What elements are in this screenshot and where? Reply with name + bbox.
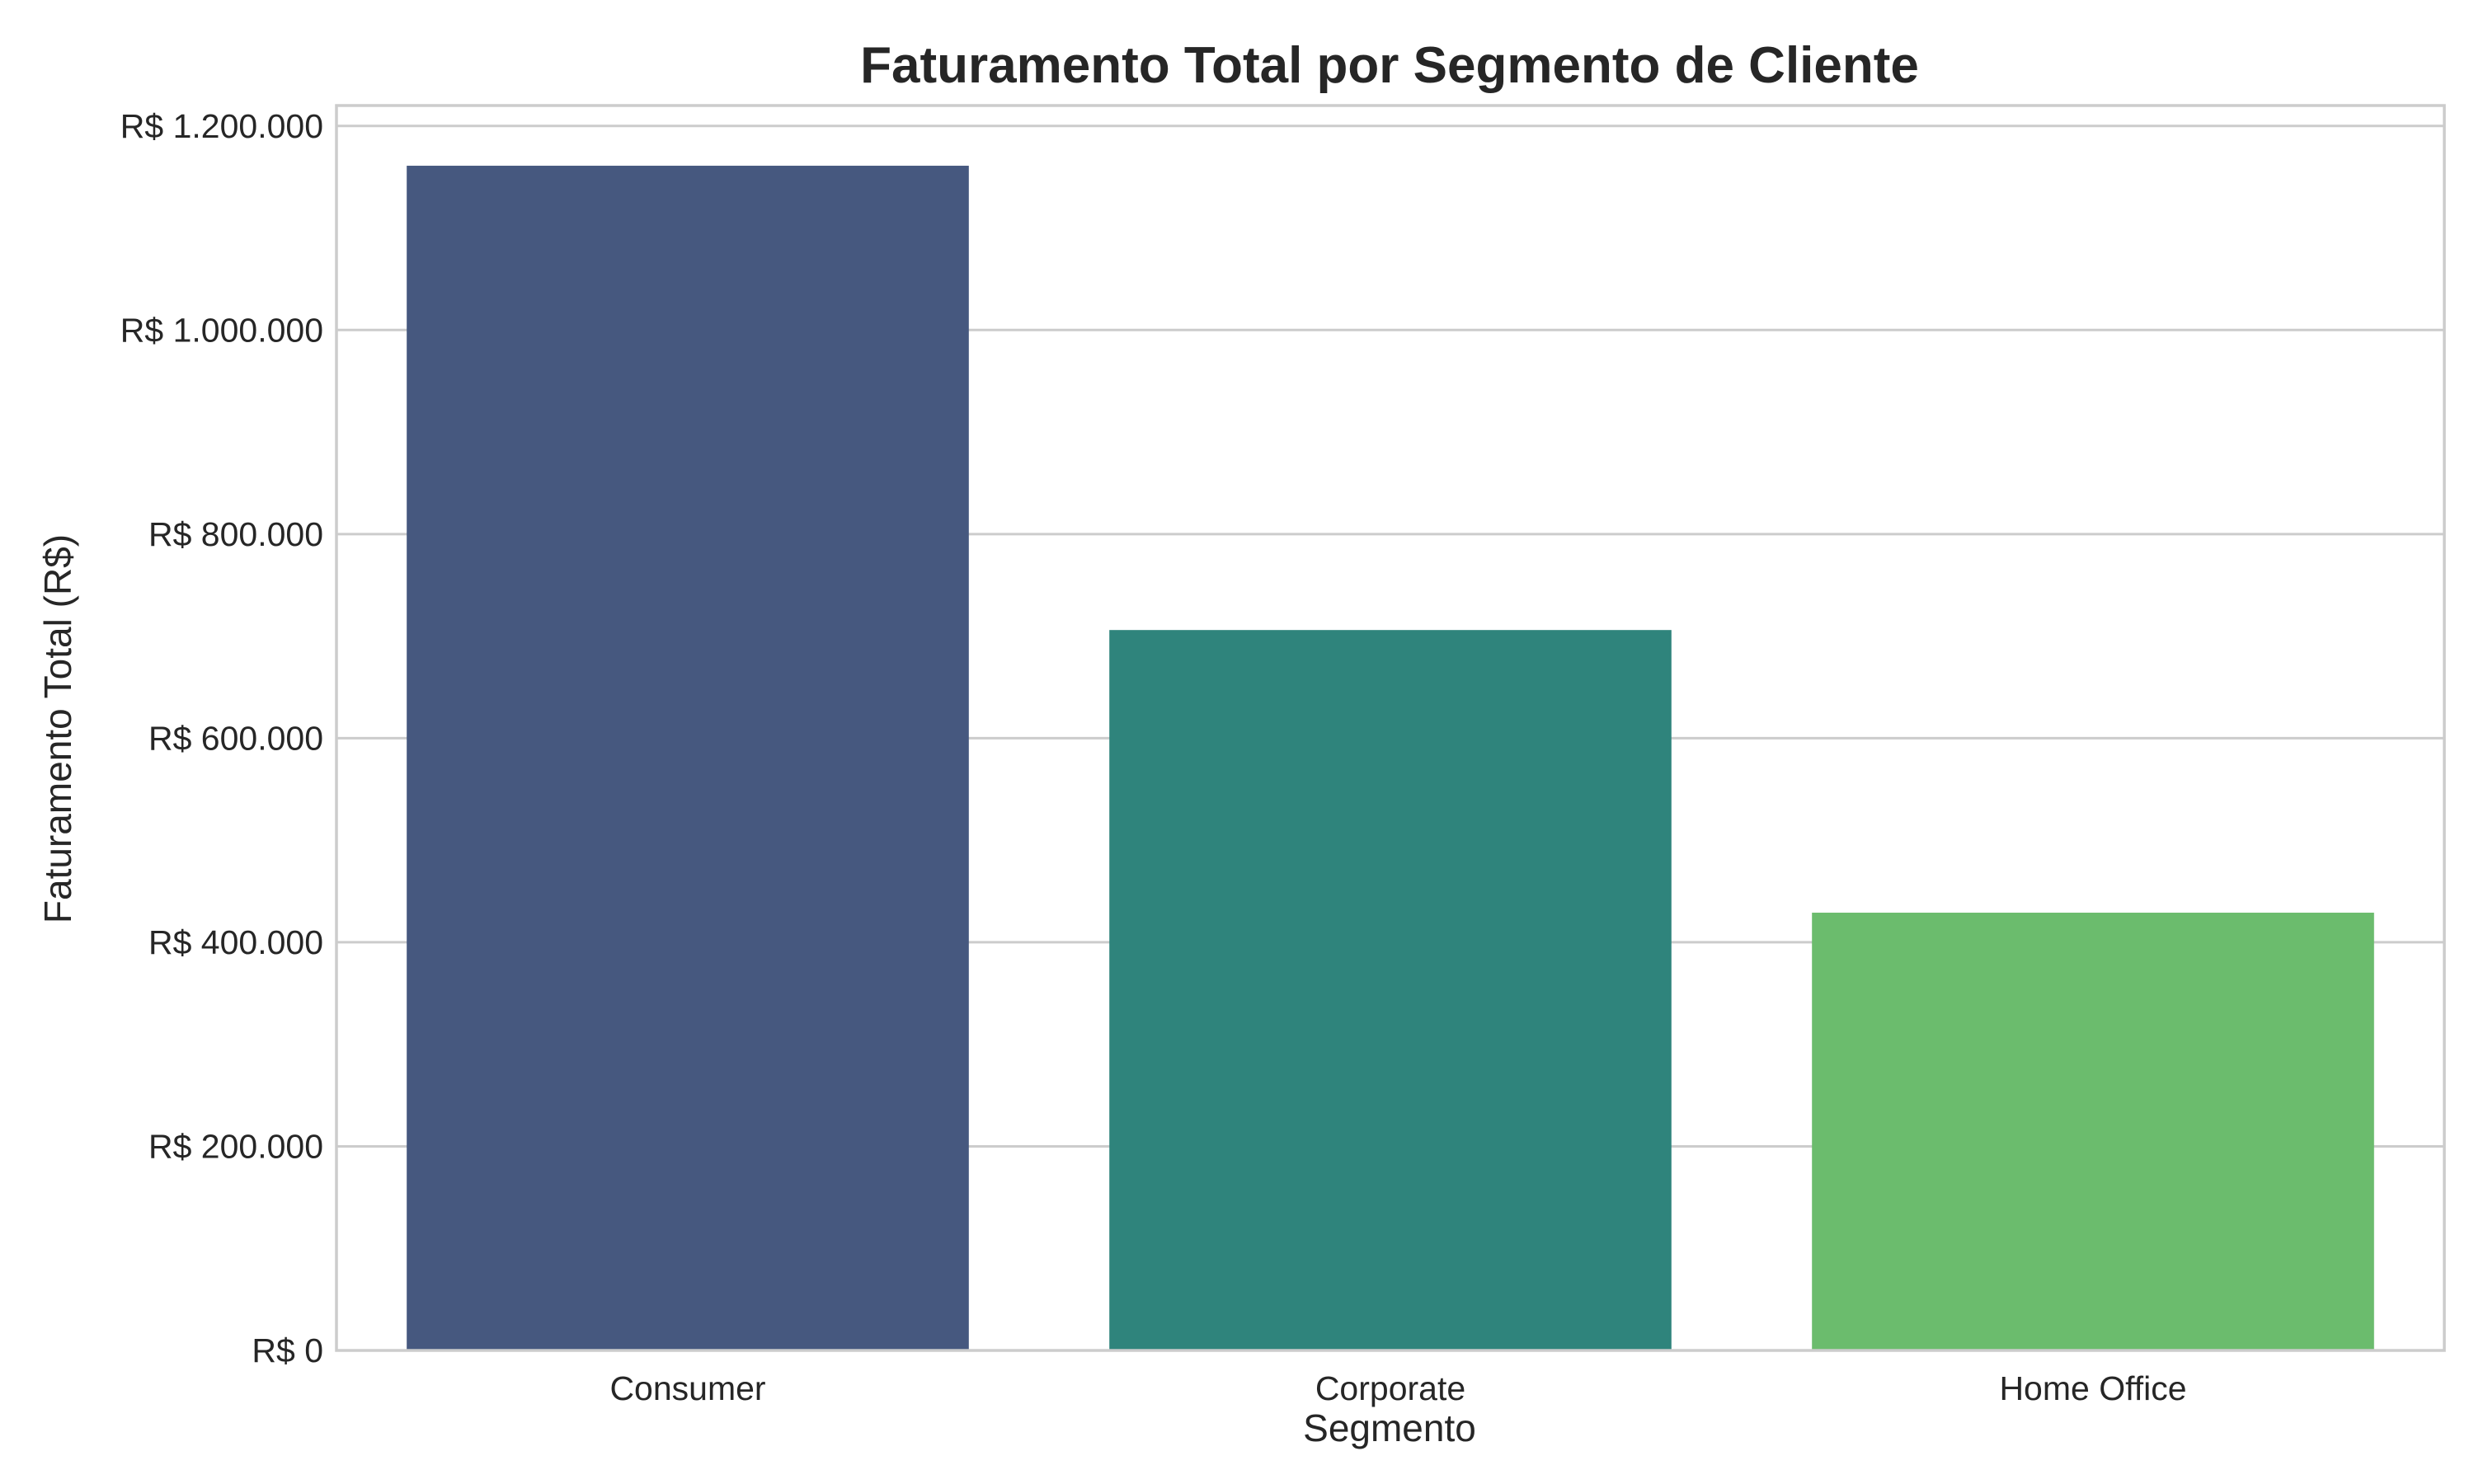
x-axis-ticks: Consumer Corporate Home Office — [609, 1369, 2186, 1407]
x-tick-label: Consumer — [609, 1369, 765, 1407]
x-axis-label: Segmento — [1303, 1407, 1476, 1449]
bar-consumer — [407, 166, 969, 1350]
x-tick-label: Home Office — [1999, 1369, 2186, 1407]
y-tick-label: R$ 600.000 — [148, 719, 323, 757]
y-axis-ticks: R$ 0 R$ 200.000 R$ 400.000 R$ 600.000 R$ 800… — [120, 107, 323, 1369]
x-tick-label: Corporate — [1315, 1369, 1465, 1407]
bar-home-office — [1812, 913, 2374, 1350]
plot-frame — [335, 104, 2446, 1352]
y-tick-label: R$ 1.000.000 — [120, 311, 323, 349]
y-tick-label: R$ 400.000 — [148, 923, 323, 961]
y-tick-label: R$ 800.000 — [148, 515, 323, 553]
y-tick-label: R$ 200.000 — [148, 1127, 323, 1165]
y-axis-label: Faturamento Total (R$) — [36, 534, 79, 923]
bars — [407, 166, 2374, 1350]
bar-corporate — [1109, 630, 1672, 1350]
chart-title: Faturamento Total por Segmento de Client… — [860, 37, 1919, 94]
y-tick-label: R$ 0 — [252, 1331, 323, 1369]
y-tick-label: R$ 1.200.000 — [120, 107, 323, 145]
